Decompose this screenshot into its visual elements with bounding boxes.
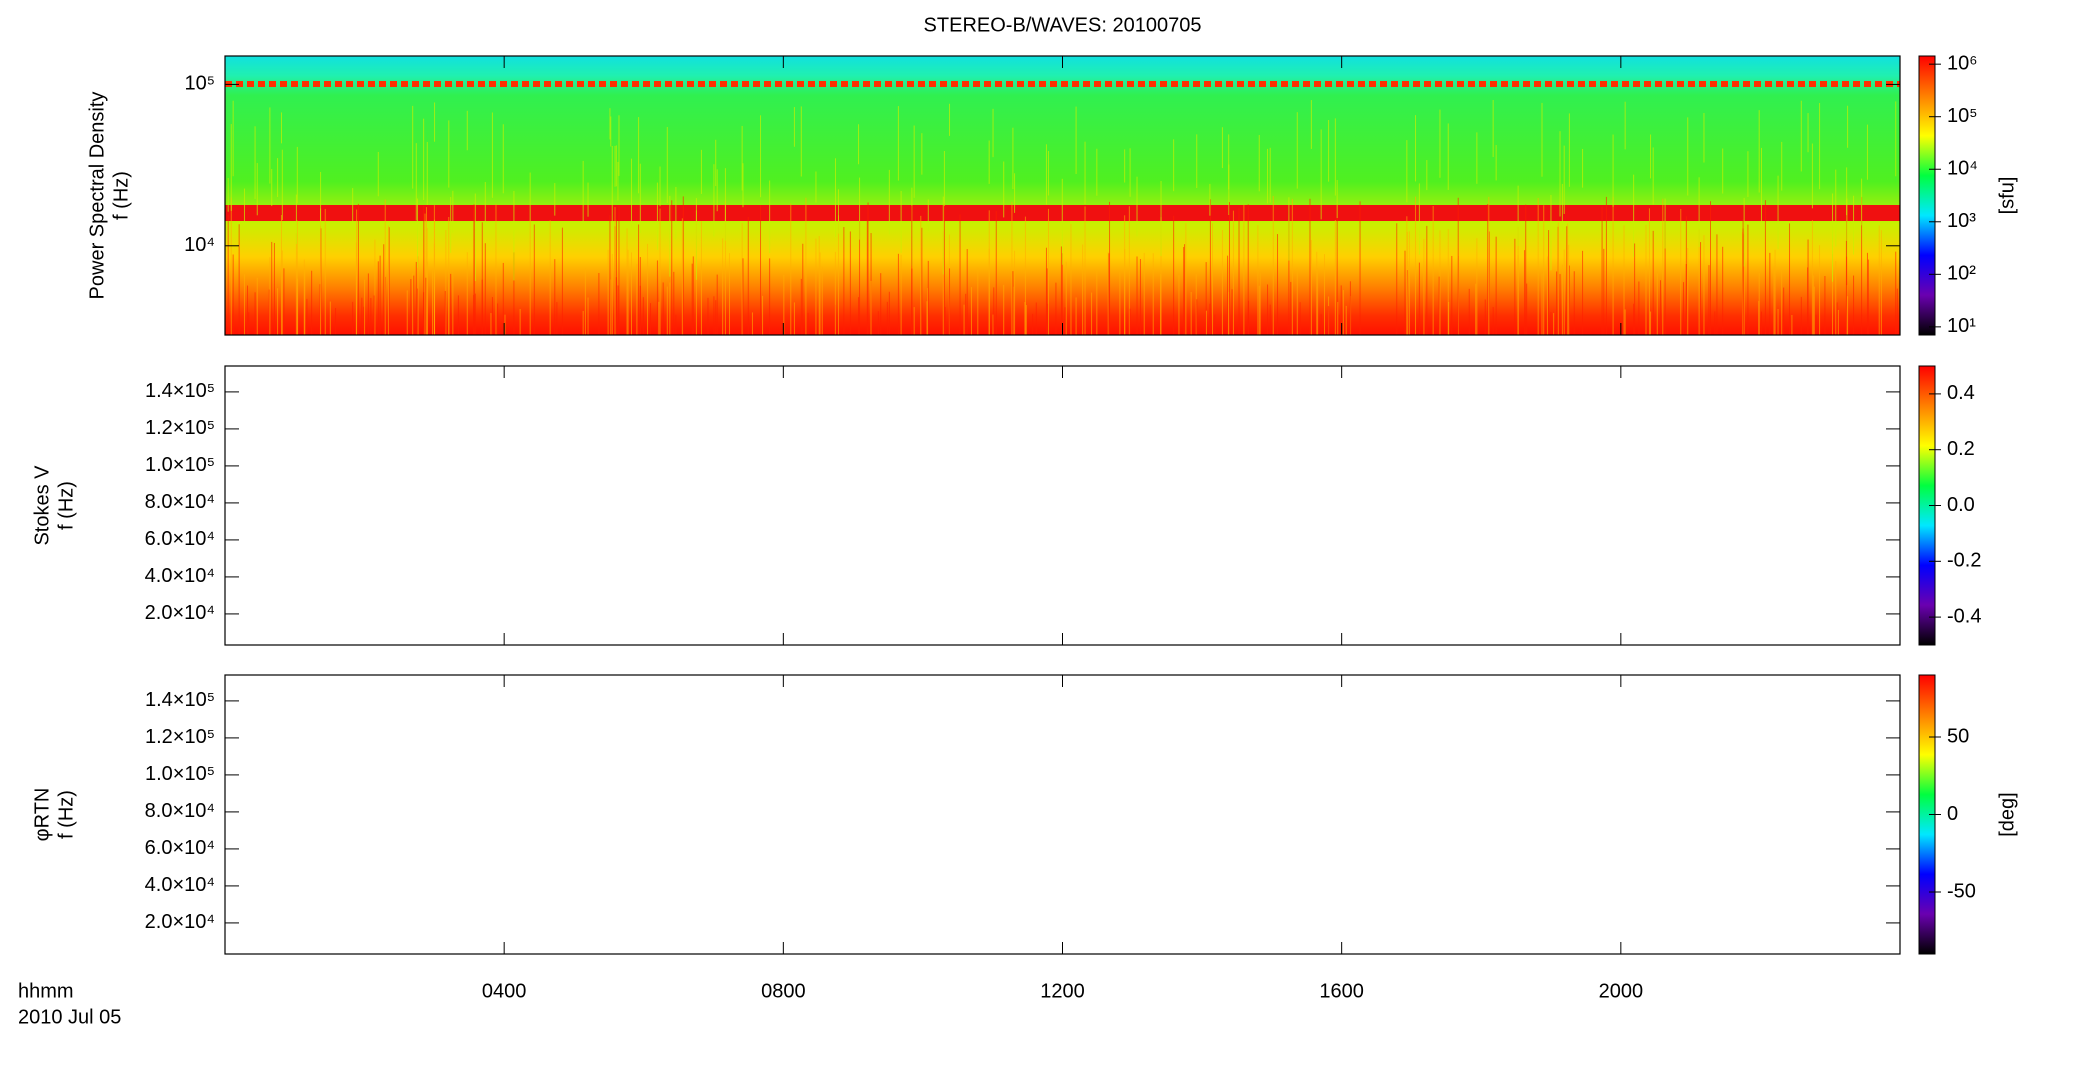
colorbar-tick-label: 10⁵ — [1947, 105, 1978, 127]
colorbar-tick-label: 0 — [1947, 803, 1958, 825]
x-tick-label: 0400 — [482, 980, 527, 1002]
colorbar-tick-label: -0.2 — [1947, 550, 1981, 572]
colorbar — [1918, 55, 1936, 336]
colorbar-tick-label: 10¹ — [1947, 315, 1976, 337]
colorbar-label: [deg] — [1996, 792, 2018, 836]
y-axis-label: Power Spectral Density — [86, 92, 108, 300]
colorbar-tick-label: 0.2 — [1947, 438, 1975, 460]
y-tick-label: 8.0×10⁴ — [145, 800, 215, 822]
colorbar-tick-label: 10² — [1947, 263, 1976, 285]
y-tick-label: 1.0×10⁵ — [145, 454, 215, 476]
y-tick-label: 2.0×10⁴ — [145, 911, 215, 933]
y-axis-label: f (Hz) — [55, 790, 77, 839]
colorbar-tick-label: -0.4 — [1947, 605, 1981, 627]
y-tick-label: 8.0×10⁴ — [145, 491, 215, 513]
plot-frame — [224, 365, 1901, 646]
y-tick-label: 1.4×10⁵ — [145, 689, 215, 711]
y-axis-label: f (Hz) — [55, 481, 77, 530]
y-axis-label: f (Hz) — [110, 171, 132, 220]
y-tick-label: 1.4×10⁵ — [145, 380, 215, 402]
chart-title: STEREO-B/WAVES: 20100705 — [924, 14, 1202, 36]
x-axis-label: hhmm — [18, 980, 74, 1002]
y-axis-label: Stokes V — [31, 465, 53, 546]
y-tick-label: 1.2×10⁵ — [145, 726, 215, 748]
colorbar-tick-label: 0.4 — [1947, 382, 1975, 404]
date-label: 2010 Jul 05 — [18, 1006, 121, 1028]
y-axis-label: φRTN — [31, 788, 53, 842]
x-tick-label: 1200 — [1040, 980, 1085, 1002]
colorbar-tick-label: 50 — [1947, 725, 1969, 747]
y-tick-label: 4.0×10⁴ — [145, 565, 215, 587]
plot-frame — [224, 674, 1901, 955]
colorbar-tick-label: 10⁶ — [1947, 52, 1977, 74]
spectrogram — [225, 56, 1900, 335]
colorbar-tick-label: 10³ — [1947, 210, 1976, 232]
y-tick-label: 10⁴ — [184, 234, 215, 256]
y-tick-label: 10⁵ — [184, 73, 215, 95]
y-tick-label: 6.0×10⁴ — [145, 837, 215, 859]
colorbar-tick-label: 10⁴ — [1947, 158, 1978, 180]
y-tick-label: 2.0×10⁴ — [145, 602, 215, 624]
x-tick-label: 1600 — [1319, 980, 1364, 1002]
x-tick-label: 0800 — [761, 980, 806, 1002]
y-tick-label: 4.0×10⁴ — [145, 874, 215, 896]
colorbar-tick-label: -50 — [1947, 880, 1976, 902]
y-tick-label: 1.0×10⁵ — [145, 763, 215, 785]
y-tick-label: 6.0×10⁴ — [145, 528, 215, 550]
colorbar-tick-label: 0.0 — [1947, 494, 1975, 516]
colorbar-label: [sfu] — [1996, 177, 2018, 215]
y-tick-label: 1.2×10⁵ — [145, 417, 215, 439]
spectrogram-texture — [227, 100, 1898, 335]
x-tick-label: 2000 — [1599, 980, 1644, 1002]
